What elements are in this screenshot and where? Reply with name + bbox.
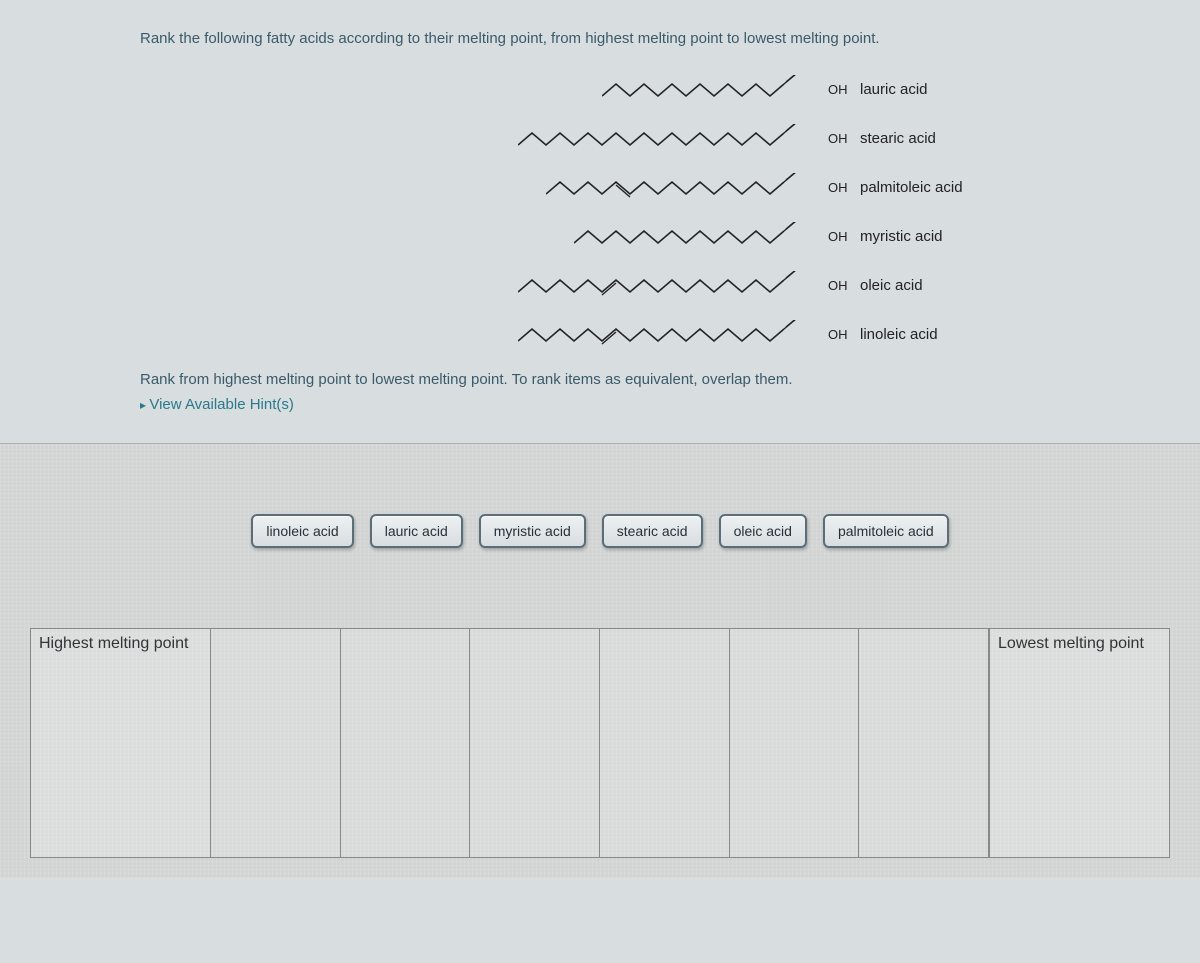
structure-svg: O (602, 75, 824, 105)
ranking-slot[interactable] (341, 629, 471, 857)
ranking-slot[interactable] (859, 629, 989, 857)
oh-label: OH (828, 82, 852, 97)
ranking-chip[interactable]: lauric acid (370, 514, 463, 548)
ranking-chip[interactable]: linoleic acid (251, 514, 353, 548)
oh-label: OH (828, 180, 852, 195)
question-area: Rank the following fatty acids according… (0, 0, 1200, 443)
acid-name-label: palmitoleic acid (860, 179, 980, 196)
chips-row: linoleic acid lauric acid myristic acid ste… (20, 514, 1180, 548)
structure-svg: O (574, 222, 824, 252)
ranking-drop-zone[interactable]: Highest melting point Lowest melting poi… (30, 628, 1170, 858)
structure-row: O OH stearic acid (480, 114, 1060, 163)
structure-svg: O (518, 320, 824, 350)
structure-svg: O (518, 124, 824, 154)
lowest-label: Lowest melting point (989, 629, 1169, 857)
acid-name-label: lauric acid (860, 81, 980, 98)
acid-name-label: oleic acid (860, 277, 980, 294)
ranking-instruction: Rank from highest melting point to lowes… (140, 371, 1060, 388)
structures-list: O OH lauric acid O OH stearic acid O OH pal… (480, 65, 1060, 359)
ranking-chip[interactable]: stearic acid (602, 514, 703, 548)
structure-svg: O (546, 173, 824, 203)
view-hints-link[interactable]: View Available Hint(s) (140, 396, 294, 413)
acid-name-label: stearic acid (860, 130, 980, 147)
structure-row: O OH linoleic acid (480, 310, 1060, 359)
ranking-chip[interactable]: myristic acid (479, 514, 586, 548)
structure-svg: O (518, 271, 824, 301)
ranking-chip[interactable]: oleic acid (719, 514, 807, 548)
oh-label: OH (828, 278, 852, 293)
acid-name-label: linoleic acid (860, 326, 980, 343)
ranking-slot[interactable] (730, 629, 860, 857)
structure-row: O OH lauric acid (480, 65, 1060, 114)
ranking-chip[interactable]: palmitoleic acid (823, 514, 949, 548)
acid-name-label: myristic acid (860, 228, 980, 245)
highest-label: Highest melting point (31, 629, 211, 857)
ranking-slot[interactable] (211, 629, 341, 857)
ranking-slot[interactable] (600, 629, 730, 857)
oh-label: OH (828, 327, 852, 342)
structure-row: O OH palmitoleic acid (480, 163, 1060, 212)
ranking-area: linoleic acid lauric acid myristic acid ste… (0, 443, 1200, 878)
oh-label: OH (828, 131, 852, 146)
question-prompt: Rank the following fatty acids according… (140, 30, 1060, 47)
ranking-slot[interactable] (470, 629, 600, 857)
oh-label: OH (828, 229, 852, 244)
structure-row: O OH oleic acid (480, 261, 1060, 310)
structure-row: O OH myristic acid (480, 212, 1060, 261)
